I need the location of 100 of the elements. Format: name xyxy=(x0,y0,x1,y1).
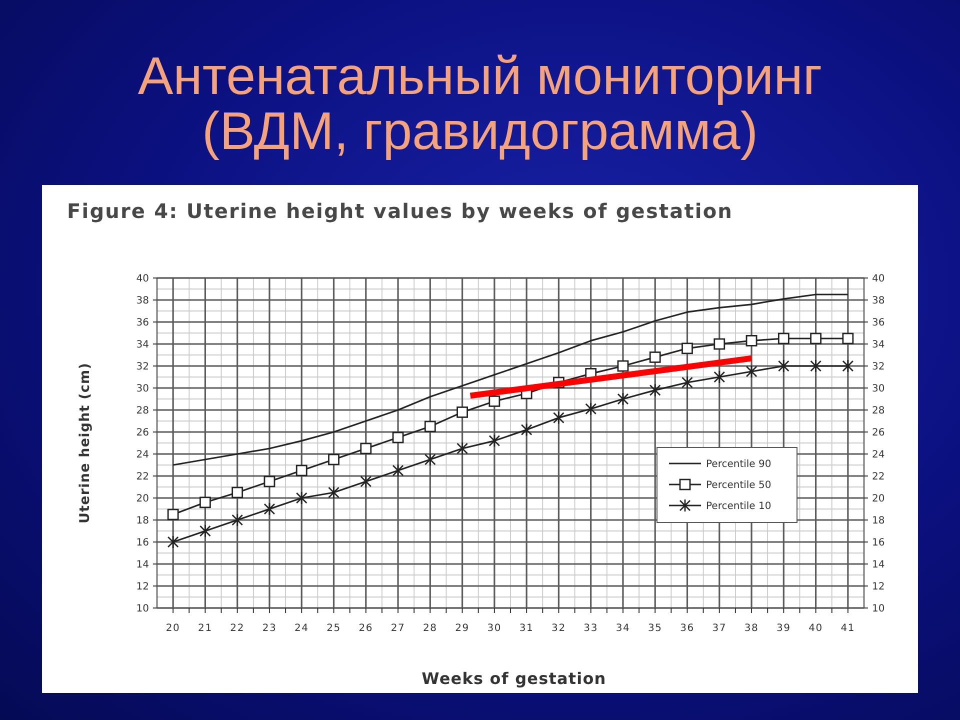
point xyxy=(682,376,693,390)
chart-title: Антенатальный мониторинг (ВДМ, гравидограмма) xyxy=(138,47,822,161)
y-tick-label: 16 xyxy=(136,538,149,548)
point xyxy=(232,513,244,527)
y2-tick-label: 40 xyxy=(872,274,885,284)
point xyxy=(810,332,822,344)
x-tick-label: 36 xyxy=(680,623,694,634)
point xyxy=(424,452,436,466)
point xyxy=(714,370,726,384)
y2-tick-label: 22 xyxy=(872,472,885,482)
y2-tick-label: 14 xyxy=(872,560,885,570)
point xyxy=(392,464,404,478)
point xyxy=(456,442,468,456)
point xyxy=(617,392,629,406)
y-tick-label: 20 xyxy=(136,494,149,504)
y2-tick-label: 24 xyxy=(872,450,885,460)
x-tick-label: 34 xyxy=(616,623,630,634)
x-tick-label: 20 xyxy=(166,623,180,634)
x-tick-label: 25 xyxy=(326,623,341,634)
x-tick-label: 31 xyxy=(519,623,534,634)
point xyxy=(456,406,468,418)
y-tick-label: 36 xyxy=(136,318,149,328)
x-tick-label: 27 xyxy=(390,623,406,634)
x-tick-label: 37 xyxy=(712,623,727,634)
point xyxy=(392,432,404,444)
point xyxy=(842,359,854,373)
y-tick-label: 10 xyxy=(136,604,149,614)
y2-tick-label: 30 xyxy=(872,384,885,394)
y-tick-label: 38 xyxy=(136,296,149,306)
chart-subtitle: Figure 4: Uterine height values by weeks of gestation xyxy=(67,199,734,223)
point xyxy=(778,359,790,373)
y-tick-label: 22 xyxy=(136,472,149,482)
y-tick-label: 32 xyxy=(136,362,149,372)
point xyxy=(328,454,340,466)
x-tick-label: 39 xyxy=(776,623,791,634)
x-tick-label: 23 xyxy=(262,623,277,634)
point xyxy=(488,434,500,448)
x-tick-label: 32 xyxy=(552,623,566,634)
point xyxy=(778,332,790,344)
x-tick-label: 35 xyxy=(648,623,662,634)
y-tick-label: 40 xyxy=(136,274,149,284)
y2-tick-label: 28 xyxy=(872,406,885,416)
point xyxy=(296,464,308,476)
y2-tick-label: 12 xyxy=(872,582,885,592)
y-tick-label: 30 xyxy=(136,384,149,394)
x-tick-label: 26 xyxy=(358,623,374,634)
point xyxy=(360,442,372,454)
x-tick-label: 41 xyxy=(840,623,856,634)
point xyxy=(553,411,564,424)
legend-label: Percentile 10 xyxy=(706,501,772,512)
y-axis-title: Uterine height (cm) xyxy=(77,362,93,524)
legend-label: Percentile 50 xyxy=(706,480,772,491)
point xyxy=(200,496,211,508)
y2-tick-label: 16 xyxy=(872,538,885,548)
point xyxy=(328,486,340,500)
point xyxy=(200,524,211,538)
y2-tick-label: 38 xyxy=(872,296,885,306)
point xyxy=(714,338,726,350)
y-tick-label: 18 xyxy=(136,516,149,526)
point xyxy=(167,508,179,520)
point xyxy=(746,335,758,346)
point xyxy=(424,420,436,432)
x-tick-label: 28 xyxy=(422,623,438,634)
point xyxy=(264,502,276,516)
y2-tick-label: 18 xyxy=(872,516,885,526)
y-tick-label: 34 xyxy=(136,340,149,350)
y-tick-label: 14 xyxy=(136,560,149,570)
line-series xyxy=(172,294,849,466)
x-axis-title: Weeks of gestation xyxy=(422,669,606,688)
x-tick-label: 40 xyxy=(808,623,823,634)
x-tick-label: 24 xyxy=(294,623,309,634)
x-tick-label: 21 xyxy=(198,623,212,634)
point xyxy=(649,352,661,363)
point xyxy=(649,384,661,397)
y-tick-label: 24 xyxy=(136,450,149,460)
x-tick-label: 22 xyxy=(230,623,245,634)
x-tick-label: 38 xyxy=(744,623,759,634)
y2-tick-label: 20 xyxy=(872,494,885,504)
point xyxy=(360,474,372,488)
x-tick-label: 29 xyxy=(455,623,470,634)
point xyxy=(520,423,532,436)
point xyxy=(682,342,693,354)
point xyxy=(617,360,629,372)
point xyxy=(232,486,244,498)
y-tick-label: 26 xyxy=(136,428,149,438)
point xyxy=(167,535,179,549)
point xyxy=(746,364,758,378)
point xyxy=(488,396,500,407)
y2-tick-label: 32 xyxy=(872,362,885,372)
point xyxy=(296,491,308,505)
point xyxy=(810,359,822,373)
point xyxy=(842,332,854,344)
legend-label: Percentile 90 xyxy=(706,459,772,470)
x-tick-label: 30 xyxy=(487,623,502,634)
y2-tick-label: 26 xyxy=(872,428,885,438)
y2-tick-label: 10 xyxy=(872,604,885,614)
y-tick-label: 12 xyxy=(136,582,149,592)
point xyxy=(264,476,276,488)
point xyxy=(585,402,597,416)
y2-tick-label: 36 xyxy=(872,318,885,328)
